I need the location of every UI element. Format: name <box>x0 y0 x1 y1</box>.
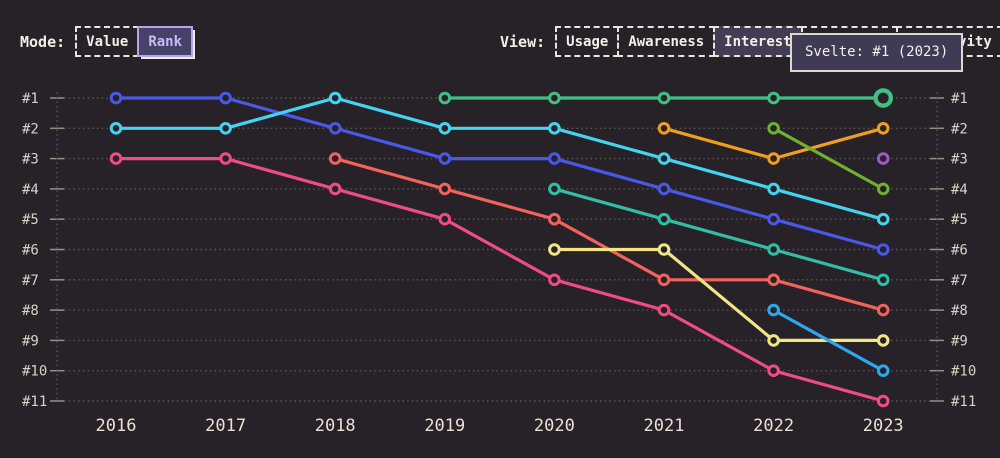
data-point[interactable] <box>657 212 671 226</box>
data-point[interactable] <box>657 273 671 287</box>
data-point[interactable] <box>657 303 671 317</box>
data-point[interactable] <box>767 243 780 256</box>
data-point[interactable] <box>438 182 452 196</box>
view-label: View: <box>500 32 546 51</box>
rank-label-left: #5 <box>22 212 39 228</box>
rank-label-left: #3 <box>22 152 39 168</box>
data-point[interactable] <box>328 182 342 196</box>
year-label: 2017 <box>205 416 246 436</box>
rank-label-right: #2 <box>951 121 968 137</box>
series-line-series-sky <box>771 308 885 373</box>
data-point[interactable] <box>876 334 890 347</box>
year-label: 2016 <box>96 416 137 436</box>
view-usage-button[interactable]: Usage <box>555 26 620 57</box>
data-point[interactable] <box>548 152 561 165</box>
data-point[interactable] <box>328 152 342 165</box>
mode-value-button[interactable]: Value <box>75 26 140 57</box>
data-point[interactable] <box>876 273 890 287</box>
series-line-series-red <box>333 157 885 312</box>
data-point[interactable] <box>548 122 561 135</box>
data-point[interactable] <box>438 152 452 165</box>
data-point[interactable] <box>876 152 890 165</box>
highlight-point[interactable] <box>873 88 894 108</box>
view-awareness-button[interactable]: Awareness <box>617 26 716 57</box>
data-point[interactable] <box>767 152 780 165</box>
data-point[interactable] <box>109 122 123 135</box>
data-point[interactable] <box>657 152 671 165</box>
year-label: 2018 <box>315 416 356 436</box>
year-label: 2022 <box>753 416 794 436</box>
data-point[interactable] <box>767 334 780 347</box>
data-point[interactable] <box>876 303 890 317</box>
data-point[interactable] <box>109 91 123 105</box>
data-point[interactable] <box>219 152 232 165</box>
year-label: 2020 <box>534 416 575 436</box>
data-point[interactable] <box>876 394 890 408</box>
data-point[interactable] <box>219 91 232 105</box>
data-point[interactable] <box>438 91 452 105</box>
data-point[interactable] <box>767 273 780 287</box>
data-point[interactable] <box>438 122 452 135</box>
rank-label-right: #4 <box>951 182 968 198</box>
rank-label-left: #7 <box>22 273 39 289</box>
data-point[interactable] <box>767 303 780 317</box>
data-point[interactable] <box>876 122 890 135</box>
data-point[interactable] <box>876 243 890 256</box>
rank-label-right: #10 <box>951 364 976 380</box>
data-point[interactable] <box>657 182 671 196</box>
rank-label-left: #6 <box>22 243 39 259</box>
data-point[interactable] <box>767 91 780 105</box>
data-point[interactable] <box>657 243 671 256</box>
series-line-series-lime <box>771 126 885 191</box>
rank-label-right: #8 <box>951 303 968 319</box>
data-point[interactable] <box>548 212 561 226</box>
data-point[interactable] <box>328 91 342 105</box>
series-line-series-pink <box>114 157 885 403</box>
data-point[interactable] <box>657 91 671 105</box>
rank-label-left: #11 <box>22 394 47 410</box>
data-point[interactable] <box>767 212 780 226</box>
series-line-series-blue <box>114 96 885 252</box>
data-point[interactable] <box>657 122 671 135</box>
mode-control: Mode: Value Rank <box>20 26 194 57</box>
rank-label-left: #10 <box>22 364 47 380</box>
year-label: 2023 <box>863 416 904 436</box>
rank-label-left: #4 <box>22 182 39 198</box>
data-point[interactable] <box>767 122 780 135</box>
mode-label: Mode: <box>20 32 66 51</box>
rank-label-right: #5 <box>951 212 968 228</box>
data-point[interactable] <box>438 212 452 226</box>
tooltip: Svelte: #1 (2023) <box>790 33 964 72</box>
mode-rank-button[interactable]: Rank <box>137 26 194 57</box>
data-point[interactable] <box>109 152 123 165</box>
year-label: 2019 <box>424 416 465 436</box>
rank-label-left: #8 <box>22 303 39 319</box>
data-point[interactable] <box>876 364 890 378</box>
series-line-series-teal <box>552 187 885 282</box>
rank-label-right: #1 <box>951 91 968 107</box>
rank-label-right: #7 <box>951 273 968 289</box>
data-point[interactable] <box>876 182 890 196</box>
series-line-series-cyan <box>114 96 885 221</box>
data-point[interactable] <box>767 182 780 196</box>
rank-label-right: #11 <box>951 394 976 410</box>
data-point[interactable] <box>548 91 561 105</box>
data-point[interactable] <box>876 212 890 226</box>
data-point[interactable] <box>767 364 780 378</box>
data-point[interactable] <box>328 122 342 135</box>
data-point[interactable] <box>548 182 561 196</box>
rank-label-right: #3 <box>951 152 968 168</box>
rank-label-left: #9 <box>22 333 39 349</box>
year-label: 2021 <box>644 416 685 436</box>
rank-label-left: #1 <box>22 91 39 107</box>
rank-label-left: #2 <box>22 121 39 137</box>
rank-label-right: #6 <box>951 243 968 259</box>
mode-button-group: Value Rank <box>75 26 194 57</box>
data-point[interactable] <box>548 273 561 287</box>
rank-label-right: #9 <box>951 333 968 349</box>
data-point[interactable] <box>219 122 232 135</box>
data-point[interactable] <box>548 243 561 256</box>
